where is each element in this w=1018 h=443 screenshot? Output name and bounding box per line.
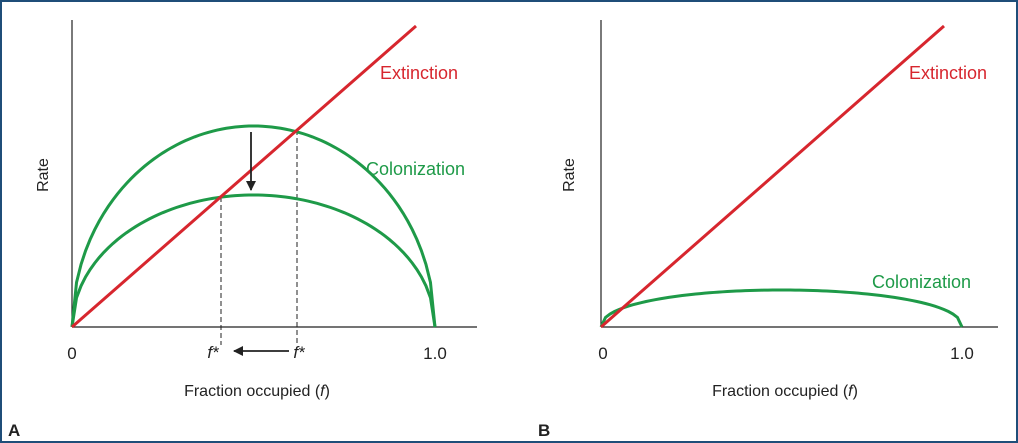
panel-a-extinction-label: Extinction [380,63,458,83]
panel-b-y-axis-label: Rate [561,158,578,192]
panel-a-label: A [8,421,20,440]
panel-a: Extinction Colonization Rate 0 1.0 f* f*… [8,20,477,440]
panel-a-y-axis-label: Rate [35,158,52,192]
panel-a-fstar-old-label: f* [293,343,306,362]
panel-a-x-axis-label: Fraction occupied (f) [184,383,330,400]
panel-b-x-start-tick: 0 [598,344,607,363]
panel-b-colonization-curve [599,288,964,328]
panel-b-extinction-label: Extinction [909,63,987,83]
panel-a-colonization-label: Colonization [366,159,465,179]
panel-a-x-end-tick: 1.0 [423,344,447,363]
panel-a-colonization-curve-low [70,193,437,328]
panel-b: Extinction Colonization Rate 0 1.0 Fract… [538,20,998,440]
panel-a-extinction-line [71,24,417,329]
panel-b-extinction-line [600,24,945,329]
panel-b-colonization-label: Colonization [872,272,971,292]
panel-b-x-axis-label: Fraction occupied (f) [712,383,858,400]
panel-a-x-start-tick: 0 [67,344,76,363]
panel-a-colonization-curve-high [70,124,437,328]
panel-b-label: B [538,421,550,440]
panel-b-x-end-tick: 1.0 [950,344,974,363]
panel-a-fstar-new-label: f* [207,343,220,362]
